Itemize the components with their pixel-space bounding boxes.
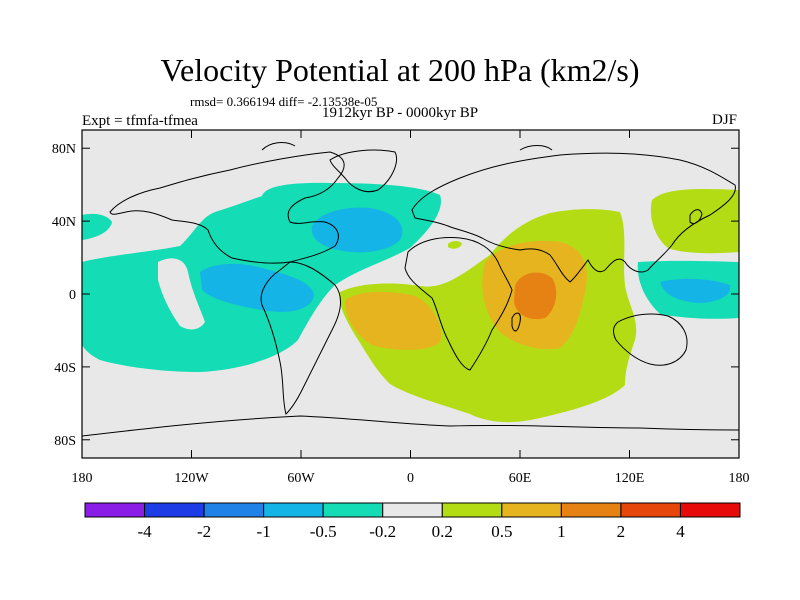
contour-pos-mid-africa [345,291,441,350]
lat-label: 40S [54,361,76,376]
season-label: DJF [712,112,738,128]
coast-south-america [260,261,342,415]
contour-neg-mid-atlantic [311,207,403,253]
coast-eurasia [411,152,736,283]
colorbar-swatch [203,502,265,518]
contour-pos-light-med [448,241,462,249]
colorbar-swatch [679,502,741,518]
colorbar-label: 1 [557,522,566,541]
colorbar-label: -0.5 [310,522,337,541]
lon-label: 180 [729,471,750,486]
lon-label: 180 [72,471,93,486]
stats-subtitle: rmsd= 0.366194 diff= -2.13538e-05 [190,94,378,109]
colorbar-swatch [620,502,681,518]
colorbar-label: -1 [257,522,271,541]
plot-title: Velocity Potential at 200 hPa (km2/s) [160,52,640,88]
colorbar-label: -0.2 [369,522,396,541]
experiment-label: Expt = tfmfa-tfmea [82,113,198,129]
colorbar-label: 4 [676,522,685,541]
colorbar-swatch [263,502,324,518]
coast-africa [404,237,513,371]
colorbar-swatch [382,502,443,518]
colorbar-swatch [322,502,384,518]
colorbar-swatch [84,502,146,518]
lat-label: 80N [52,142,76,157]
coast-arctic-islands [261,142,553,151]
period-label: 1912kyr BP - 0000kyr BP [322,105,479,121]
lon-label: 60W [287,471,315,486]
colorbar-label: 0.2 [432,522,453,541]
colorbar-swatch [560,502,622,518]
colorbar-label: -2 [197,522,211,541]
coast-greenland [329,149,397,193]
lon-label: 120E [615,471,645,486]
lat-label: 80S [54,434,76,449]
coast-antarctica [82,415,739,437]
colorbar: -4 -2 -1 -0.5 -0.2 0.2 0.5 1 2 4 [84,502,741,541]
contour-neg-mid-wpacific [660,278,731,303]
map-axis-labels: 180 120W 60W 0 60E 120E 180 80N 40N 0 40S 80S [52,142,750,486]
colorbar-swatch [501,502,562,518]
lon-label: 60E [509,471,532,486]
lon-label: 120W [174,471,209,486]
lon-label: 0 [407,471,414,486]
coast-japan [689,209,703,225]
colorbar-label: 2 [617,522,626,541]
colorbar-swatch [441,502,503,518]
contour-gap-east-pacific [158,258,205,330]
coast-madagascar [511,312,521,332]
coast-australia [613,313,688,366]
lat-label: 40N [52,215,76,230]
contour-neg-light-west [82,213,112,240]
colorbar-label: 0.5 [491,522,512,541]
colorbar-label: -4 [137,522,152,541]
map-ticks [81,130,740,458]
contour-neg-mid-caribbean [200,263,314,312]
coastlines [82,142,739,437]
coast-north-america [109,151,345,264]
contour-fields [82,142,739,437]
contour-pos-light-npacific [650,189,739,254]
colorbar-swatch [144,502,205,518]
lat-label: 0 [69,288,76,303]
contour-pos-strong-core [514,272,557,320]
